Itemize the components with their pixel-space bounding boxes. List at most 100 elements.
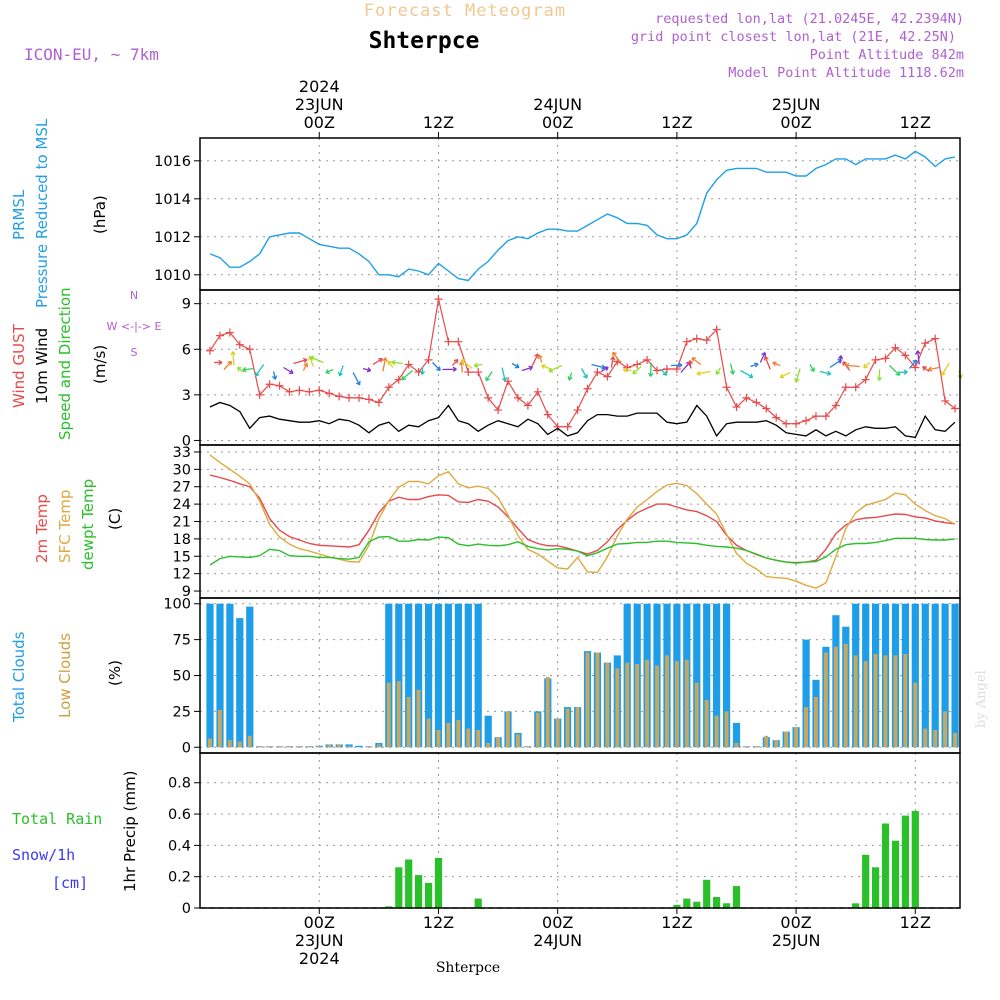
wind-arrow-head [842,361,847,366]
gust-marker [752,398,761,407]
gust-marker [335,392,344,401]
rain-bar [732,886,741,908]
wind-arrow [531,353,539,367]
bottom-time-label: 00Z [304,913,335,932]
wind-arrow [223,361,232,370]
gust-marker [722,383,731,392]
low-cloud-bar [545,676,550,748]
wind-arrow [691,357,702,366]
total-cloud-bar [524,746,532,748]
gust-marker [325,389,334,398]
wind-arrow-head [541,364,546,370]
wind-arrow [538,354,543,363]
gust-marker [662,365,671,374]
ytick-label: 18 [173,532,191,548]
gust-marker [206,346,214,355]
gust-marker [732,403,741,412]
wind-arrow-head [678,362,683,368]
clouds-labels: Total Clouds Low Clouds (%) [10,631,124,723]
ytick-label: 9 [182,584,191,600]
wind-arrow-head [826,370,832,376]
wind-arrow-head [230,351,236,356]
top-time-label: 12Z [900,113,931,132]
wind-arrow [696,370,711,375]
wind-gust-label: Wind GUST [10,323,28,408]
rain-bar [683,898,691,908]
temp-unit-label: (C) [106,508,124,530]
ytick-label: 6 [182,342,191,358]
wind-arrow-head [662,371,668,376]
total-cloud-bar [305,746,313,748]
gust-marker [792,419,801,428]
wind-arrow [242,367,254,371]
wind-arrow-head [583,374,588,379]
wind-arrow [845,364,860,368]
wind-arrow [601,366,609,373]
bottom-time-label: 24JUN [533,931,582,950]
wind-arrow [928,366,940,371]
wind-arrow [237,366,245,374]
low-cloud-bar [605,662,610,748]
gust-marker [543,410,552,419]
top-time-label: 00Z [304,113,335,132]
wind-arrow-head [604,366,609,372]
ytick-label: 1016 [154,154,191,170]
rain-bar [901,815,909,908]
wind-arrow [916,350,920,365]
watermark: by Angel [974,670,989,728]
wind-arrow [511,362,520,369]
ytick-label: 24 [173,497,191,513]
low-cloud-bar [953,732,957,748]
rain-bar [474,898,482,908]
ytick-label: 1010 [154,268,191,284]
low-cloud-bar [694,682,699,748]
low-cloud-bar [903,654,908,748]
low-cloud-bar [516,734,520,748]
wind-10m-label: 10m Wind [33,328,51,404]
ytick-label: 9 [182,297,191,313]
low-cloud-bar [227,740,232,748]
wind-arrow-head [302,357,308,364]
total-cloud-bar [713,603,721,748]
gust-marker [772,413,781,422]
rain-bar [862,854,870,908]
low-cloud-bar [665,655,669,748]
wind-arrow-head [691,357,697,362]
top-time-label: 24JUN [533,95,582,114]
bottom-time-label: 12Z [423,913,454,932]
low-cloud-bar [565,708,570,748]
wind-arrow [372,358,383,366]
sfc-temp-label: SFC Temp [56,490,74,563]
wind-arrow-head [748,373,754,379]
low-cloud-bar [764,735,769,748]
dewpt-line [209,535,956,566]
top-time-label: 25JUN [772,95,821,114]
wind-arrow-head [337,371,344,377]
gust-marker [364,395,373,404]
low-cloud-bar [575,707,580,748]
pressure-line [209,150,956,282]
low-cloud-bar [863,661,868,748]
low-cloud-bar [655,665,659,748]
clouds-panel: 0 25 50 75 100 [163,597,961,756]
bottom-time-label: 12Z [900,913,931,932]
total-cloud-bar [434,603,443,748]
wind-arrow-head [391,359,396,366]
gust-marker [295,386,304,395]
low-cloud-bar [317,745,322,748]
low-cloud-bar [535,712,540,748]
chart-title: Forecast Meteogram [364,1,566,21]
wind-arrow-head [696,370,701,377]
wind-arrow [255,364,265,377]
wind-arrow [521,366,533,372]
wind-arrow [460,359,473,370]
snow-unit-label: [cm] [52,874,88,892]
total-cloud-bar [226,603,234,748]
ytick-label: 0.6 [168,807,191,823]
rain-bar [434,857,443,908]
wind-arrow-head [648,372,654,377]
wind-arrow-head [761,351,767,357]
gust-marker [384,383,393,392]
low-cloud-bar [714,715,719,748]
